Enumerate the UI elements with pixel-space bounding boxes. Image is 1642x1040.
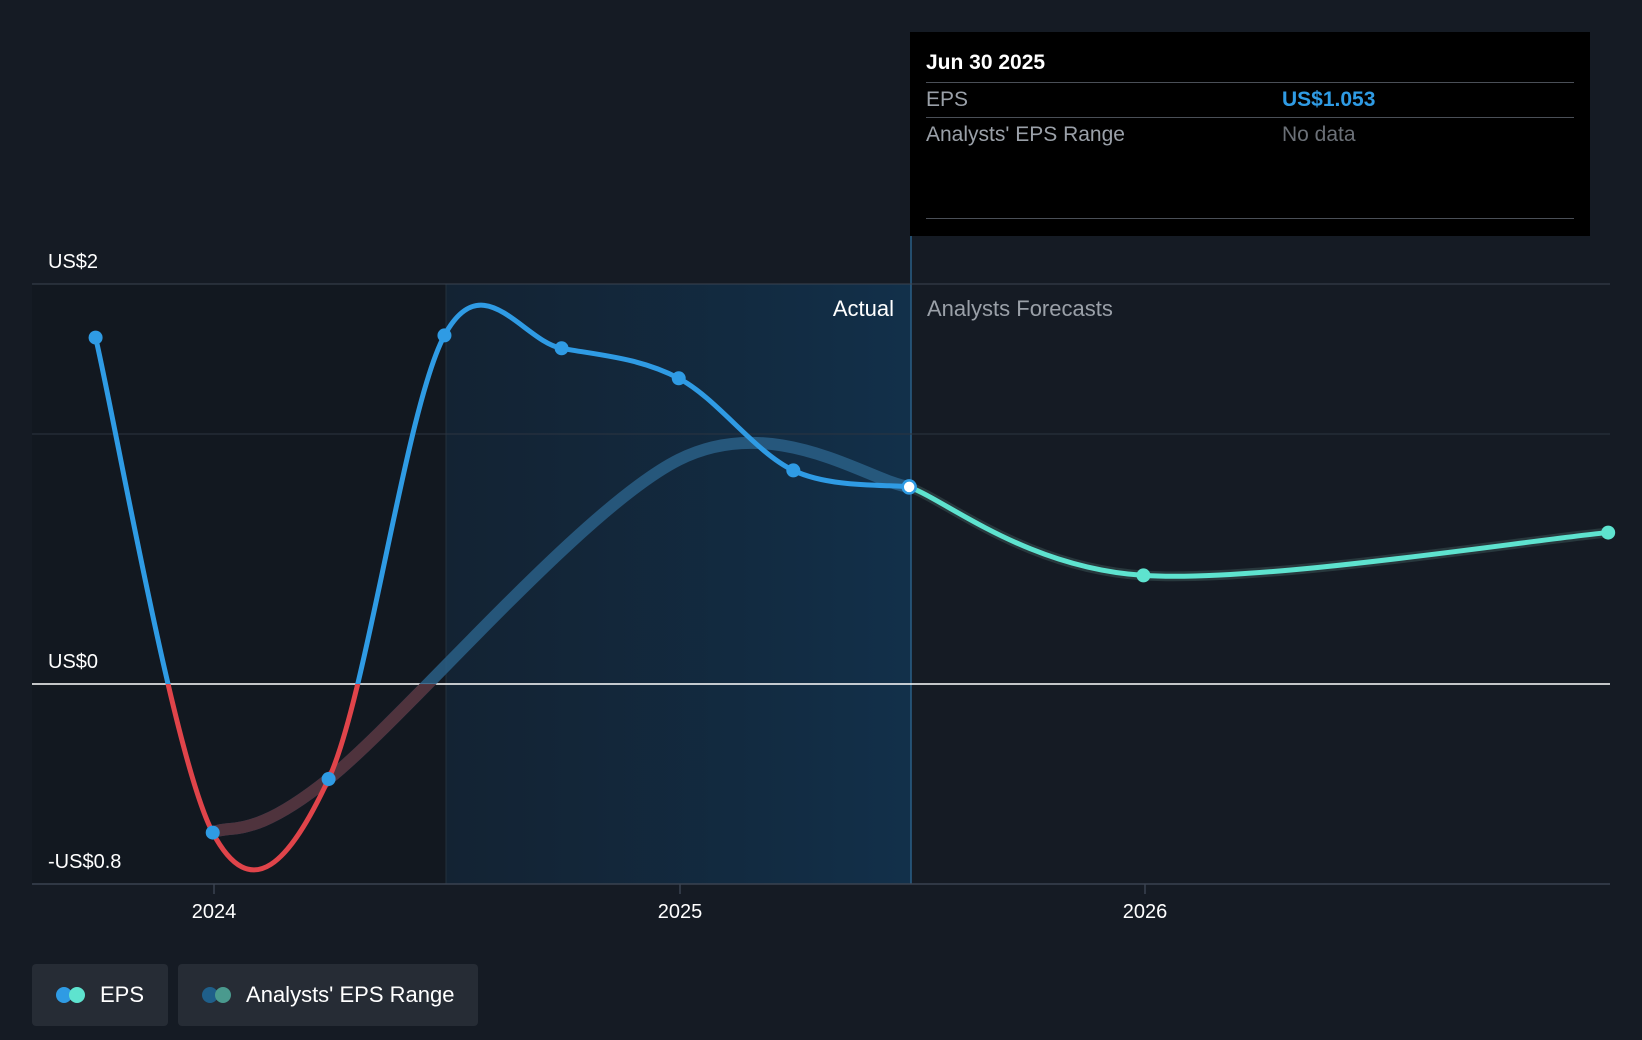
legend-item-range[interactable]: Analysts' EPS Range — [178, 964, 479, 1026]
actual-label: Actual — [833, 296, 894, 321]
y-tick-label-zero: US$0 — [48, 651, 98, 673]
eps-point[interactable] — [554, 341, 569, 356]
tooltip-row-range: Analysts' EPS Range No data — [926, 117, 1574, 152]
x-tick-label-2025: 2025 — [658, 901, 703, 923]
eps-actual-line-negative — [165, 684, 361, 873]
eps-point[interactable] — [88, 330, 103, 345]
eps-points — [88, 328, 1616, 840]
tooltip-eps-label: EPS — [926, 88, 969, 111]
legend-eps-swatch — [56, 987, 86, 1003]
eps-point[interactable] — [786, 463, 801, 478]
analysts-eps-range-band-negative — [206, 684, 437, 839]
eps-forecast-line — [906, 484, 1611, 579]
eps-actual-line — [93, 302, 912, 684]
legend-item-eps[interactable]: EPS — [32, 964, 169, 1026]
eps-forecast-point[interactable] — [1601, 525, 1616, 540]
tooltip-eps-value: US$1.053 — [1282, 88, 1376, 111]
eps-point[interactable] — [437, 328, 452, 343]
eps-point-selected[interactable] — [901, 479, 917, 495]
eps-point[interactable] — [671, 371, 686, 386]
x-tick-label-2024: 2024 — [192, 901, 237, 923]
forecast-label: Analysts Forecasts — [927, 296, 1113, 321]
tooltip-divider — [926, 218, 1574, 219]
tooltip: Jun 30 2025 EPS US$1.053 Analysts' EPS R… — [910, 32, 1590, 236]
eps-point[interactable] — [205, 825, 220, 840]
x-tick-label-2026: 2026 — [1123, 901, 1168, 923]
past-region-shade — [32, 284, 446, 884]
y-tick-label-top: US$2 — [48, 251, 98, 273]
legend-range-label: Analysts' EPS Range — [246, 982, 455, 1007]
tooltip-date: Jun 30 2025 — [926, 51, 1046, 74]
eps-point[interactable] — [321, 772, 336, 786]
tooltip-range-value: No data — [1282, 123, 1356, 146]
eps-forecast-point[interactable] — [1136, 568, 1151, 583]
y-tick-label-bottom: -US$0.8 — [48, 851, 121, 873]
legend-eps-label: EPS — [100, 982, 145, 1007]
analysts-forecast-band — [904, 481, 1614, 582]
legend: EPS Analysts' EPS Range — [32, 964, 479, 1026]
tooltip-row-eps: EPS US$1.053 — [926, 82, 1574, 117]
legend-range-swatch — [202, 987, 232, 1003]
tooltip-range-label: Analysts' EPS Range — [926, 123, 1125, 146]
